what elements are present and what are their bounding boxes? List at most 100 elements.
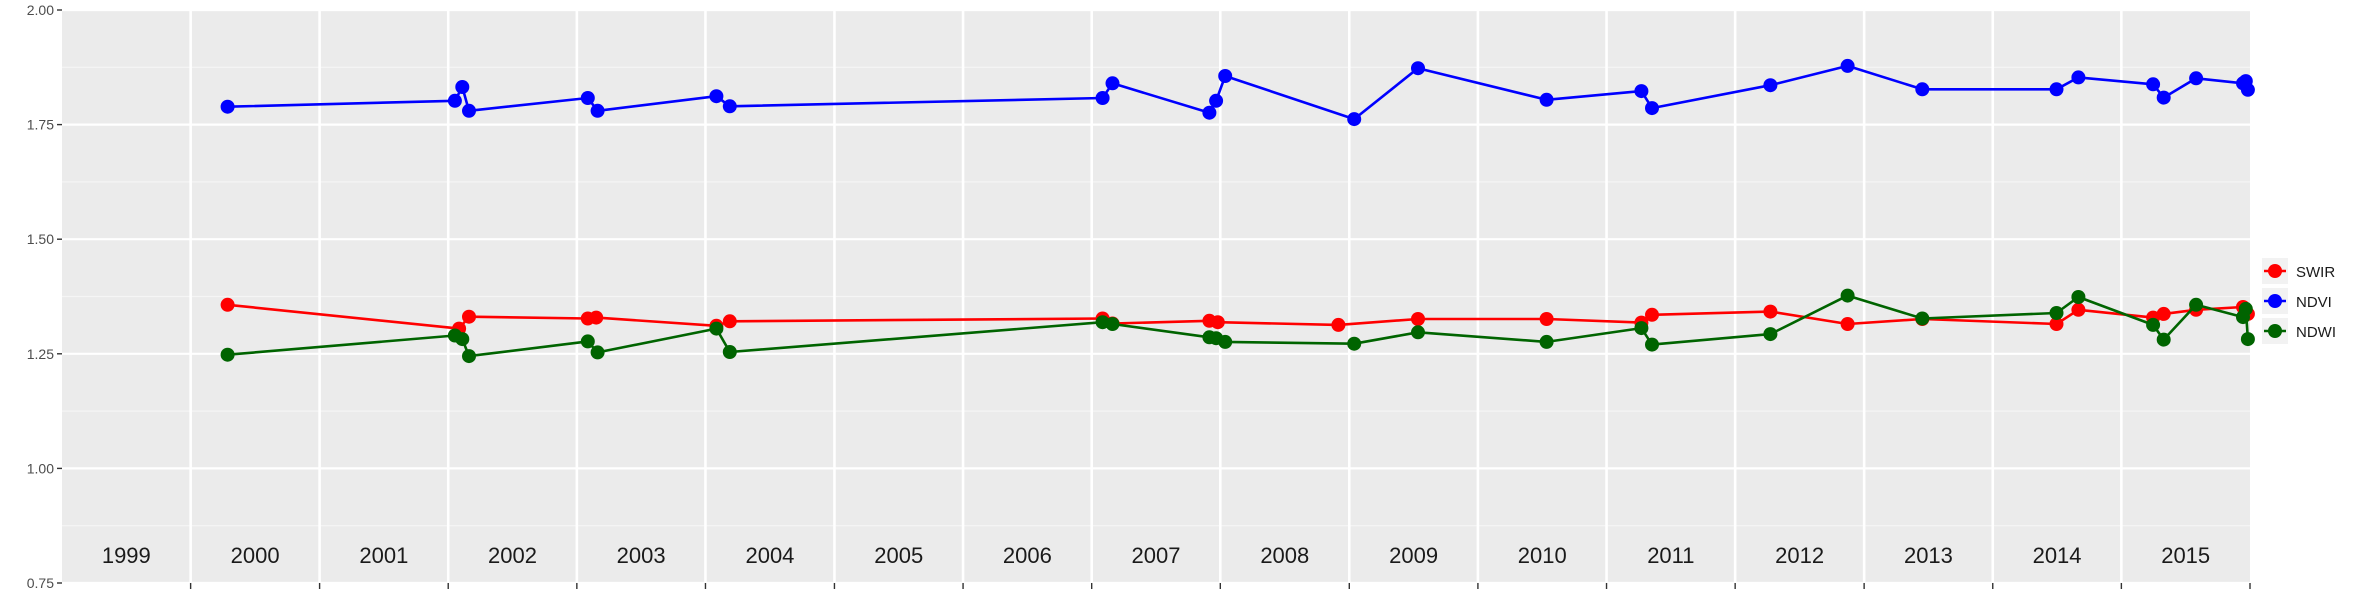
y-tick-label: 1.00 — [27, 460, 54, 476]
ndwi-data-point — [1840, 288, 1855, 303]
year-label: 2006 — [1003, 543, 1052, 568]
ndvi-data-point — [220, 99, 235, 114]
ndvi-data-point — [1645, 101, 1659, 116]
ndvi-data-point — [1634, 84, 1649, 99]
swir-legend-label: SWIR — [2296, 264, 2335, 281]
grid-lines — [62, 8, 2250, 585]
year-label: 2009 — [1389, 543, 1438, 568]
ndvi-data-point — [2156, 90, 2171, 105]
ndwi-data-point — [1915, 311, 1930, 326]
ndvi-data-point — [1347, 112, 1362, 127]
year-label: 2005 — [874, 543, 923, 568]
year-label: 2000 — [231, 543, 280, 568]
ndvi-legend-label: NDVI — [2296, 294, 2332, 311]
ndwi-data-point — [2189, 297, 2204, 312]
swir-data-point — [1411, 312, 1425, 326]
ndwi-data-point — [2071, 290, 2086, 304]
y-tick-label: 2.00 — [27, 2, 54, 18]
ndwi-data-point — [462, 349, 476, 364]
year-label: 2002 — [488, 543, 537, 568]
ndwi-data-point — [220, 347, 235, 362]
y-tick-label: 1.75 — [27, 117, 54, 133]
ndwi-data-point — [722, 345, 737, 359]
ndwi-data-point — [1347, 336, 1362, 351]
year-label: 2004 — [745, 543, 794, 568]
swir-data-point — [589, 310, 604, 325]
ndvi-data-point — [1218, 69, 1233, 83]
ndwi-data-point — [1634, 321, 1649, 336]
ndvi-data-point — [1095, 91, 1110, 105]
ndvi-data-point — [2189, 71, 2204, 86]
y-tick-label: 1.25 — [27, 346, 54, 362]
y-tick-label: 0.75 — [27, 575, 54, 591]
ndwi-data-point — [580, 334, 595, 349]
swir-data-point — [462, 309, 476, 324]
ndwi-data-point — [455, 332, 470, 347]
swir-data-point — [1210, 315, 1225, 330]
year-label: 1999 — [102, 543, 151, 568]
ndwi-data-point — [709, 321, 724, 336]
swir-legend-dot — [2268, 264, 2282, 278]
ndwi-data-point — [590, 345, 605, 360]
swir-data-point — [2071, 302, 2086, 317]
ndvi-data-point — [1105, 76, 1120, 91]
ndwi-data-point — [1105, 317, 1120, 331]
ndvi-data-point — [2240, 82, 2255, 97]
swir-data-point — [722, 314, 737, 329]
ndwi-data-point — [2156, 332, 2171, 347]
year-label: 2014 — [2033, 543, 2082, 568]
swir-data-point — [1331, 317, 1346, 332]
year-label: 2008 — [1260, 543, 1309, 568]
ndwi-data-point — [2049, 306, 2064, 320]
ndvi-data-point — [1915, 82, 1930, 97]
ndvi-data-point — [590, 103, 605, 118]
swir-data-point — [2156, 306, 2171, 321]
year-label: 2011 — [1647, 543, 1694, 568]
ndvi-data-point — [1202, 105, 1217, 120]
swir-data-point — [1840, 317, 1855, 331]
x-axis: 1999 2000 2001 2002 2003 2004 2005 2006 2007 2008… — [102, 543, 2251, 589]
legend: SWIR NDVI NDWI — [2262, 258, 2336, 344]
ndvi-data-point — [709, 89, 724, 104]
year-label: 2003 — [617, 543, 666, 568]
ndvi-legend-dot — [2268, 294, 2282, 308]
year-label: 2001 — [359, 543, 408, 568]
year-label: 2015 — [2161, 543, 2210, 568]
ndvi-data-point — [580, 91, 595, 105]
swir-data-point — [2049, 317, 2064, 331]
y-axis: 0.75 1.00 1.25 1.50 1.75 2.00 — [27, 2, 62, 591]
ndvi-data-point — [1763, 78, 1778, 93]
ndvi-data-point — [462, 103, 476, 118]
ndwi-data-point — [1763, 327, 1778, 342]
ndvi-data-point — [1840, 58, 1855, 73]
swir-data-point — [220, 297, 235, 312]
year-label: 2010 — [1518, 543, 1567, 568]
ndwi-data-point — [1539, 334, 1554, 349]
swir-data-point — [1645, 307, 1659, 322]
swir-data-point — [1539, 312, 1554, 326]
ndvi-data-point — [1411, 61, 1425, 76]
y-tick-label: 1.50 — [27, 231, 54, 247]
ndvi-data-point — [2146, 77, 2161, 92]
ndwi-data-point — [1645, 337, 1659, 352]
ndwi-data-point — [1218, 334, 1233, 349]
year-label: 2012 — [1775, 543, 1824, 568]
year-label: 2013 — [1904, 543, 1953, 568]
ndvi-data-point — [447, 93, 462, 108]
ndvi-data-point — [1539, 92, 1554, 107]
ndwi-data-point — [2240, 332, 2255, 347]
data-series — [220, 58, 2255, 364]
ndvi-data-point — [2049, 82, 2064, 97]
ndwi-data-point — [1411, 325, 1425, 340]
ndvi-data-point — [1209, 93, 1224, 108]
ndwi-data-point — [2238, 301, 2253, 316]
year-label: 2007 — [1132, 543, 1181, 568]
ndwi-legend-label: NDWI — [2296, 324, 2336, 341]
ndwi-legend-dot — [2268, 324, 2282, 338]
ndvi-data-point — [455, 80, 470, 94]
swir-data-point — [1763, 304, 1778, 319]
ndvi-data-point — [722, 99, 737, 114]
ndvi-data-point — [2071, 70, 2086, 85]
ndwi-data-point — [2146, 317, 2161, 332]
